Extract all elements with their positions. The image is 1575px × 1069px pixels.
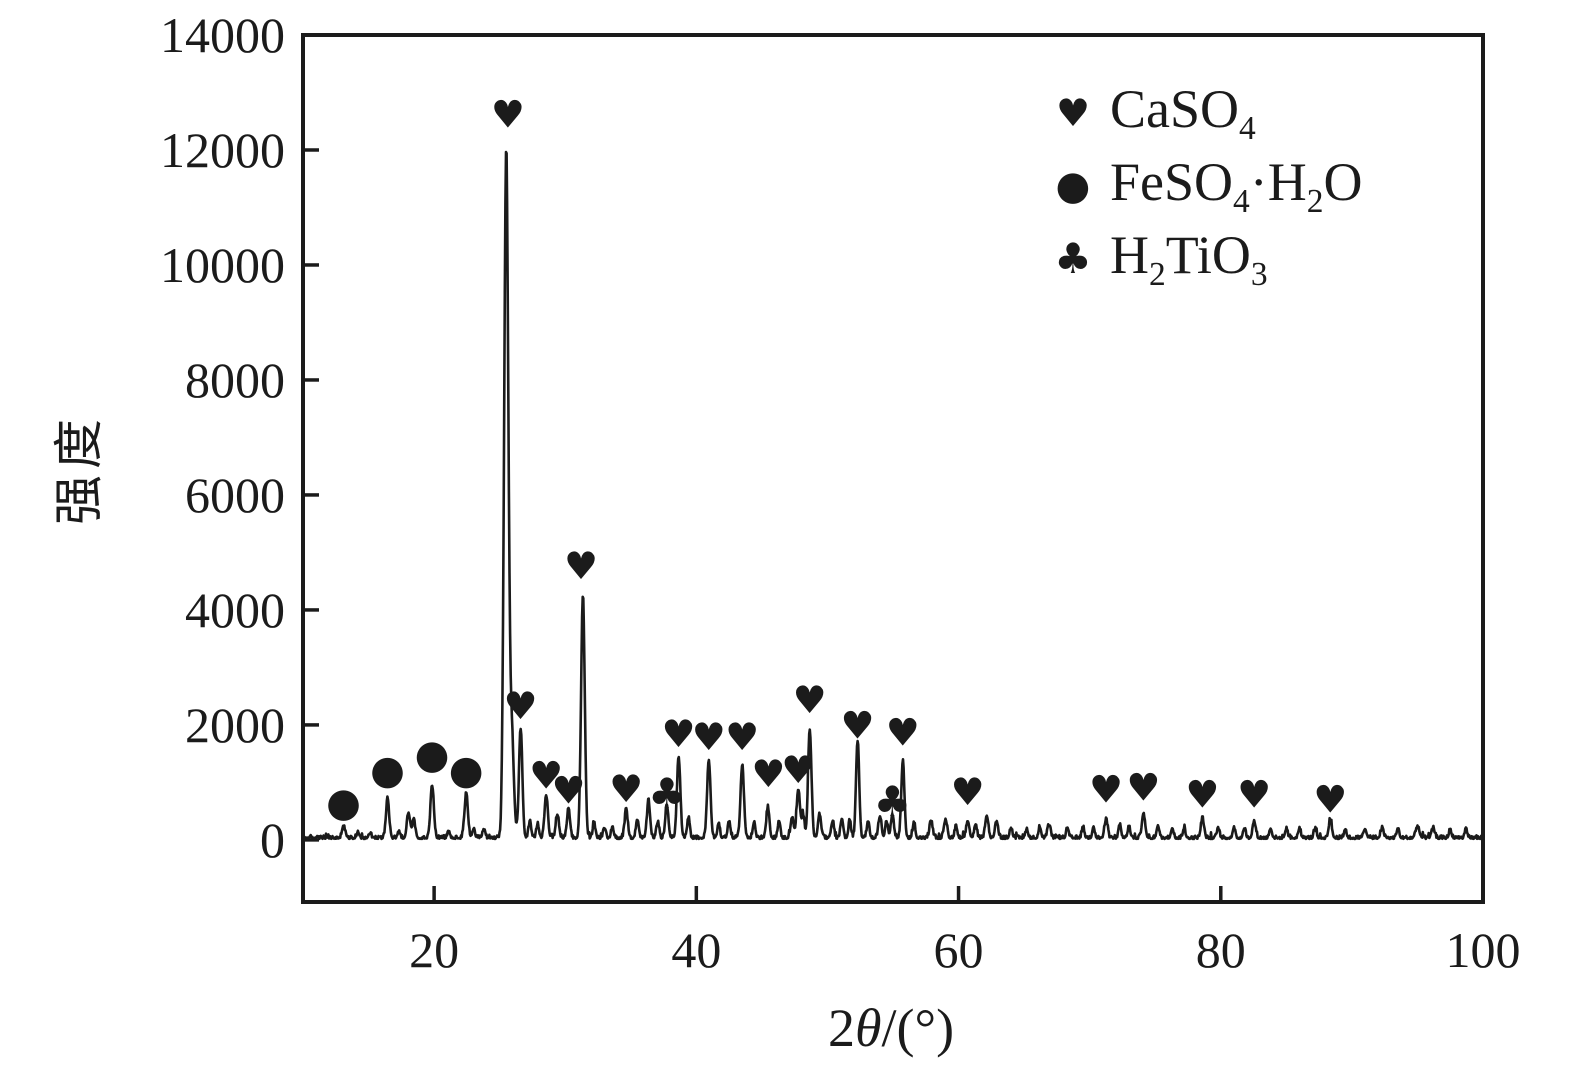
y-tick-label: 14000 [160, 7, 285, 63]
y-tick-label: 6000 [185, 466, 285, 523]
legend-row-h2tio3: ♣ H2TiO3 [1046, 222, 1362, 295]
heart-marker: ♥ [529, 754, 563, 798]
heart-marker: ♥ [1185, 773, 1219, 817]
y-tick-label: 4000 [185, 581, 285, 638]
legend-label-feso4-h2o: FeSO4·H2O [1110, 151, 1363, 220]
heart-marker: ♥ [1126, 766, 1160, 810]
x-tick-label: 80 [1195, 922, 1246, 978]
club-icon: ♣ [1054, 234, 1092, 283]
x-axis-title: 2θ/(°) [827, 998, 955, 1058]
filled-circle-icon: ● [1055, 162, 1091, 209]
heart-marker: ♥ [1237, 773, 1271, 817]
club-marker: ♣ [873, 777, 911, 826]
heart-marker: ♥ [951, 770, 985, 814]
heart-marker: ♥ [886, 710, 920, 754]
x-tick-label: 60 [933, 922, 984, 978]
x-tick-label: 20 [409, 922, 460, 978]
filled-circle-marker: ● [326, 780, 361, 826]
filled-circle-marker: ● [449, 747, 484, 793]
plot-border [301, 33, 1485, 904]
y-tick-label: 12000 [160, 121, 285, 178]
legend-row-caso4: ♥ CaSO4 [1046, 76, 1362, 149]
heart-marker: ♥ [662, 712, 696, 756]
legend-label-h2tio3: H2TiO3 [1110, 224, 1268, 293]
heart-marker: ♥ [609, 767, 643, 811]
x-tick-label: 100 [1445, 922, 1521, 978]
heart-marker: ♥ [551, 769, 585, 813]
legend-label-caso4: CaSO4 [1110, 78, 1256, 147]
heart-marker: ♥ [751, 752, 785, 796]
y-tick-label: 0 [260, 811, 285, 868]
club-marker: ♣ [648, 769, 686, 818]
y-tick-label: 8000 [185, 351, 285, 408]
heart-marker: ♥ [781, 748, 815, 792]
heart-marker: ♥ [564, 544, 598, 588]
filled-circle-marker: ● [415, 732, 450, 778]
heart-marker: ♥ [491, 92, 525, 136]
filled-circle-marker: ● [370, 747, 405, 793]
y-tick-label: 10000 [160, 236, 285, 293]
y-tick-label: 2000 [185, 696, 285, 753]
legend: ♥ CaSO4 ● FeSO4·H2O ♣ H2TiO3 [1046, 76, 1362, 295]
heart-marker: ♥ [725, 715, 759, 759]
heart-marker: ♥ [1089, 767, 1123, 811]
heart-marker: ♥ [1313, 778, 1347, 822]
xrd-trace [301, 150, 1485, 841]
legend-row-feso4-h2o: ● FeSO4·H2O [1046, 149, 1363, 222]
heart-marker: ♥ [692, 715, 726, 759]
heart-icon: ♥ [1055, 90, 1091, 135]
heart-marker: ♥ [504, 684, 538, 728]
heart-marker: ♥ [793, 678, 827, 722]
heart-marker: ♥ [841, 704, 875, 748]
x-tick-label: 40 [671, 922, 722, 978]
